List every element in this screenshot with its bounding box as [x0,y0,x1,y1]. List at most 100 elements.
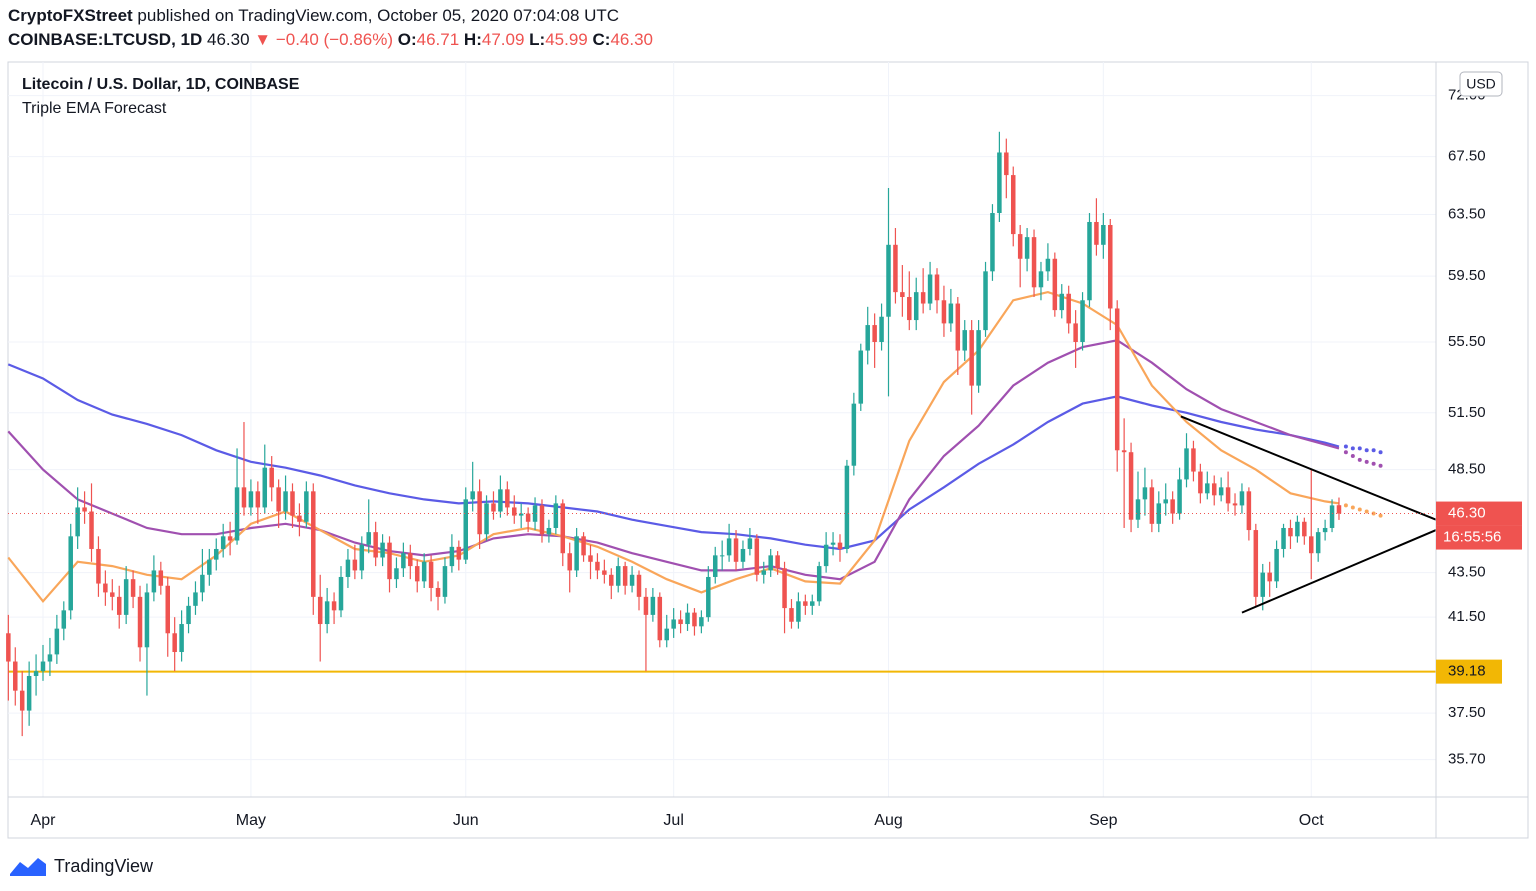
countdown-box [1436,525,1522,550]
candle-body [858,350,864,404]
candle-body [525,513,531,522]
candle-body [706,576,711,618]
candle-body [969,330,974,386]
candle-body [810,601,815,606]
candle-body [1302,521,1307,537]
last-price-label: 46.30 [1448,505,1486,522]
candle-body [1010,175,1016,235]
candle-body [380,542,385,558]
candle-body [879,316,884,342]
publisher: CryptoFXStreet [8,6,133,25]
candle-body [913,292,919,321]
candle-body [366,532,371,545]
candle-body [276,487,281,512]
candle-body [1135,499,1141,520]
candle-body [796,601,801,622]
candle-body [255,491,261,508]
candle-body [726,538,732,556]
candle-body [248,491,254,508]
ohlc-label: C: [592,30,611,49]
candle-body [1322,527,1328,533]
symbol: COINBASE:LTCUSD, 1D [8,30,203,49]
candle-body [1309,536,1314,554]
candle-body [595,561,600,571]
candle-body [317,596,323,625]
candle-body [137,596,143,648]
candle-body [103,583,108,593]
candle-body [1149,487,1155,524]
forecast-dot [1357,507,1362,512]
candle-body [1080,300,1085,342]
publish-line: CryptoFXStreet published on TradingView.… [8,6,619,26]
brand: TradingView [54,855,154,876]
candle-body [983,271,988,331]
support-label: 39.18 [1448,663,1486,680]
candle-body [615,566,621,586]
candle-body [491,503,496,512]
candle-body [234,487,240,541]
candle-body [1211,483,1217,496]
candle-body [997,152,1002,214]
candle-body [532,505,538,522]
candle-body [567,553,572,571]
candle-body [401,553,406,569]
currency-badge[interactable] [1459,71,1503,97]
x-tick-label: Jul [663,812,683,829]
candle-body [907,297,912,321]
ohlc-value: 46.30 [610,30,653,49]
candle-body [283,491,288,512]
candle-body [1121,450,1127,453]
candle-body [1059,293,1065,311]
currency[interactable]: USD [1466,76,1496,92]
candle-body [33,671,39,676]
y-tick-label: 43.50 [1448,564,1486,581]
forecast-dot [1350,505,1355,510]
candle-body [962,330,967,351]
candle-body [1038,271,1044,288]
candle-body [456,546,462,560]
candle-body [193,592,198,606]
forecast-dot [1364,459,1369,464]
candle-body [775,555,780,569]
candle-body [297,515,302,522]
candle-body [89,511,94,549]
candle-body [754,538,760,575]
forecast-dot [1364,448,1369,453]
candle-body [1017,234,1023,259]
candle-body [484,503,489,535]
candle-body [428,561,434,588]
candle-body [712,555,718,577]
candle-body [602,570,607,575]
candle-body [338,576,344,611]
candle-body [1198,471,1203,494]
y-tick-label: 35.70 [1448,751,1486,768]
x-tick-label: Oct [1299,812,1324,829]
logo-shape [10,858,46,876]
trend-line [1241,529,1437,614]
forecast-dot [1350,446,1355,451]
candle-body [1142,487,1148,500]
candle-body [359,544,365,571]
candle-body [1184,448,1189,480]
ohlc-value: 46.71 [416,30,460,49]
chart-title: Litecoin / U.S. Dollar, 1D, COINBASE [22,76,300,93]
candle-body [290,491,295,516]
candle-body [553,503,559,528]
candle-body [976,330,981,386]
ohlc-value: 47.09 [481,30,525,49]
y-tick-label: 51.50 [1448,404,1486,421]
ema-line [7,339,1340,581]
candle-body [165,585,170,634]
ema-line [7,290,1340,604]
candle-body [82,507,87,512]
published: published on TradingView.com, October 05… [137,6,620,25]
candle-body [539,505,545,535]
candle-body [1163,499,1168,504]
candle-body [304,491,309,522]
candle-body [650,596,656,615]
candle-body [110,592,115,597]
candle-body [262,467,268,508]
x-tick-label: Aug [874,812,902,829]
candle-body [151,570,157,593]
candle-body [498,489,503,512]
